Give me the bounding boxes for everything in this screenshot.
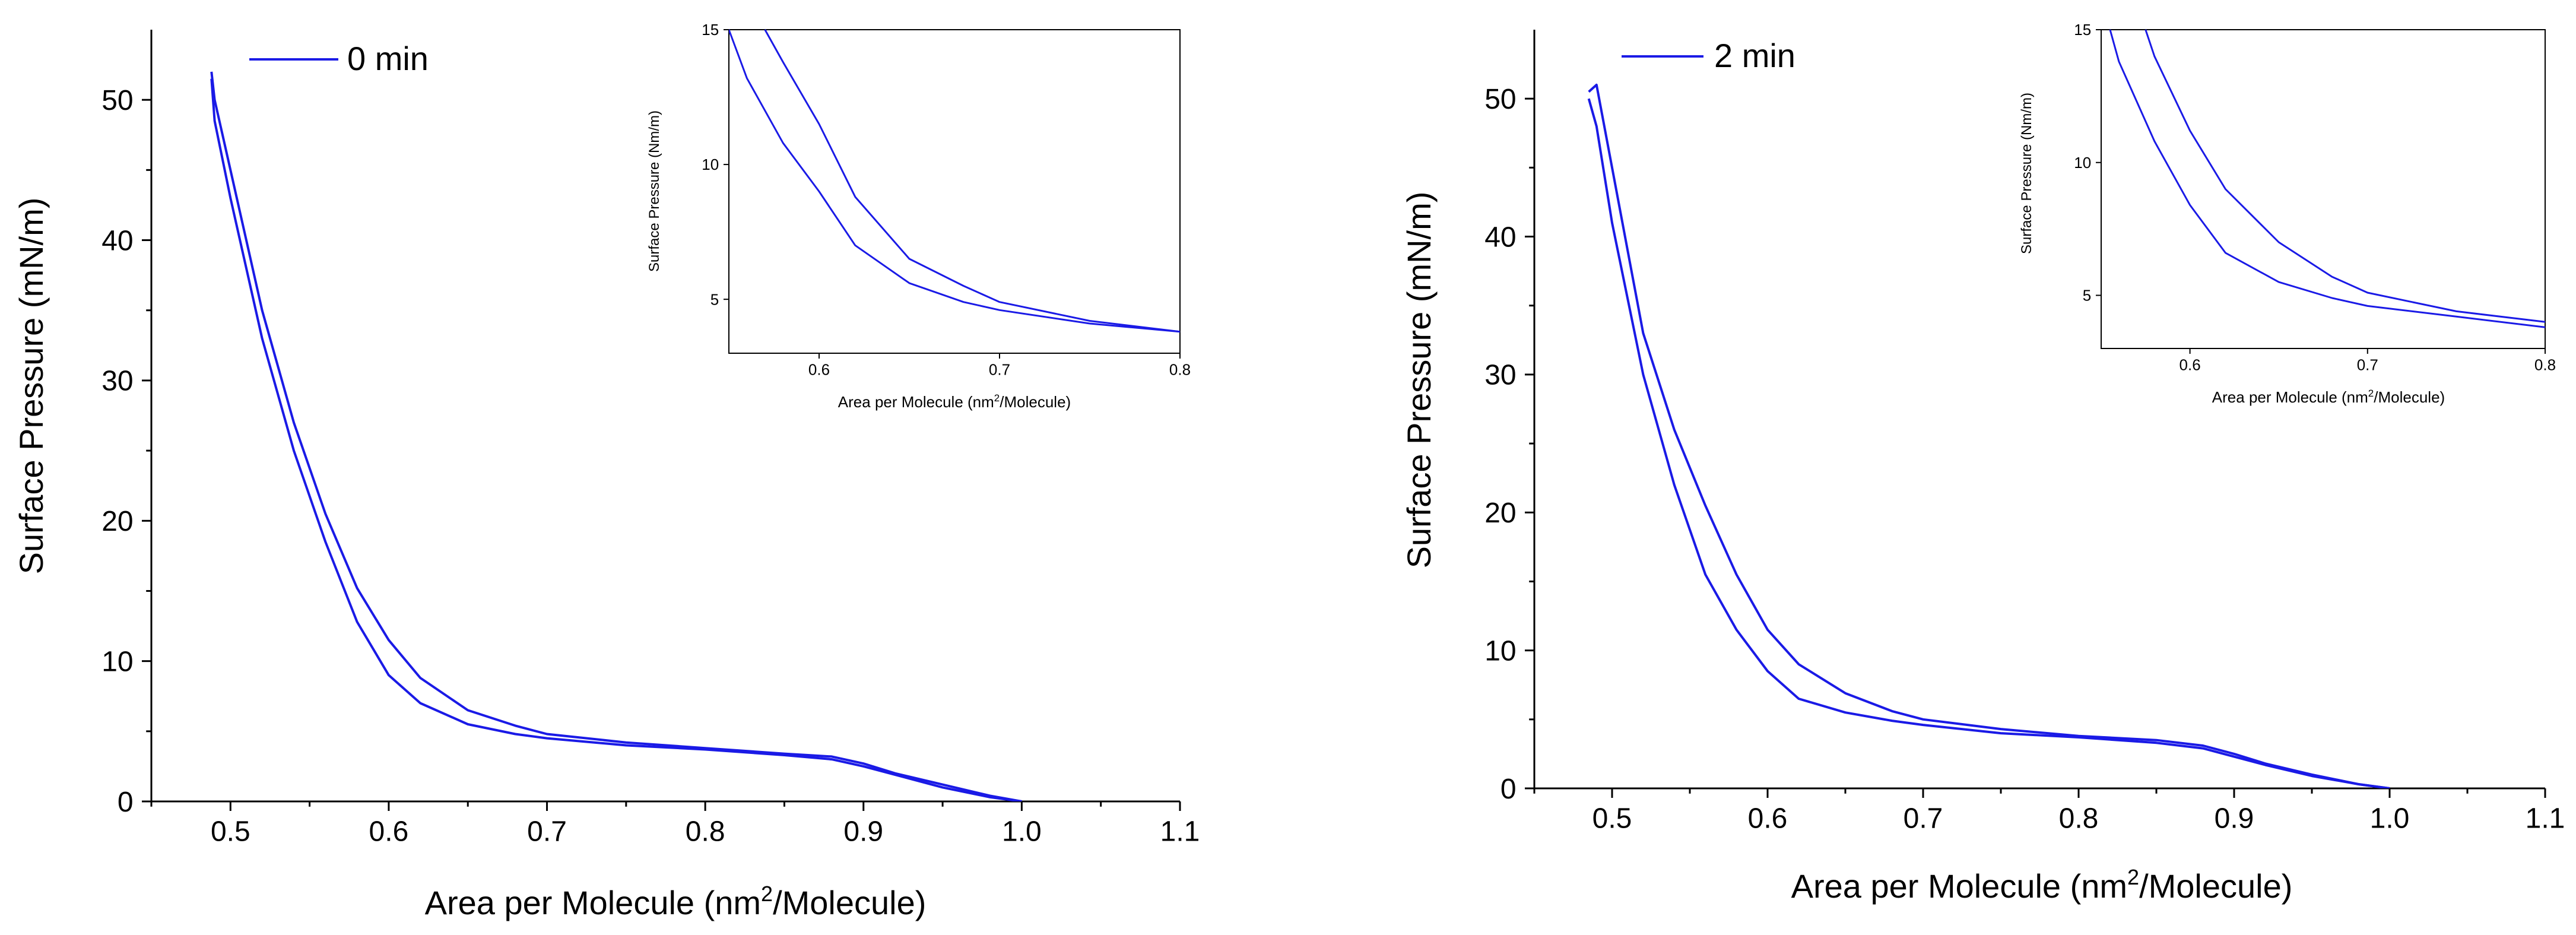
legend-label-b: 2 min xyxy=(1714,37,1795,74)
main-a-xtick-label: 0.7 xyxy=(527,816,567,847)
inset-b-xtick-label: 0.6 xyxy=(2180,356,2201,373)
inset-plot-b: 0.6 0.7 0.8 5 10 15 Area per Molecule (nm2/Mo… xyxy=(2019,21,2556,406)
main-b-xtick-label: 0.7 xyxy=(1904,803,1943,834)
main-a-ytick-label: 0 xyxy=(118,787,134,818)
inset-a-ytick-label: 15 xyxy=(702,21,719,39)
inset-a-series-line-1 xyxy=(764,29,1180,333)
main-a-ytick-label: 10 xyxy=(101,646,133,677)
main-a-ytick-label: 40 xyxy=(101,225,133,256)
main-axes-b xyxy=(1533,30,2545,790)
inset-axes-b xyxy=(2101,29,2546,349)
main-plot-b: 0.5 0.6 0.7 0.8 0.9 1.0 1.1 0 10 20 30 40 50 Area pe… xyxy=(1400,30,2565,905)
inset-a-xtick-label: 0.6 xyxy=(808,360,830,378)
main-b-xtick-label: 0.8 xyxy=(2059,803,2099,834)
inset-xlabel-b: Area per Molecule (nm2/Molecule) xyxy=(2212,388,2445,406)
inset-b-ytick-label: 5 xyxy=(2083,287,2091,305)
main-a-ytick-label: 20 xyxy=(101,506,133,537)
main-xlabel-b: Area per Molecule (nm2/Molecule) xyxy=(1791,865,2293,905)
inset-a-xtick-label: 0.8 xyxy=(1169,360,1191,378)
panel-b: 0.5 0.6 0.7 0.8 0.9 1.0 1.1 0 10 20 30 40 50 Area pe… xyxy=(1400,21,2565,905)
main-axes-a xyxy=(150,30,1180,803)
inset-b-xtick-label: 0.8 xyxy=(2534,356,2556,373)
inset-b-frame xyxy=(2101,29,2546,349)
main-ylabel-a: Surface Pressure (mN/m) xyxy=(12,198,50,575)
main-b-xtick-label: 1.1 xyxy=(2526,803,2565,834)
inset-axes-a xyxy=(728,29,1181,354)
main-series-b xyxy=(1587,83,2390,788)
main-a-series-line-2 xyxy=(210,78,1022,801)
inset-series-b xyxy=(2109,29,2545,328)
main-b-ytick-label: 20 xyxy=(1484,497,1516,529)
inset-ticks-a: 0.6 0.7 0.8 5 10 15 xyxy=(702,21,1191,378)
inset-b-ytick-label: 10 xyxy=(2074,154,2091,172)
inset-ylabel-a: Surface Pressure (Nm/m) xyxy=(646,110,662,272)
main-a-ytick-label: 50 xyxy=(101,85,133,116)
main-b-ytick-label: 40 xyxy=(1484,221,1516,253)
main-b-series-line-1 xyxy=(1588,83,2390,788)
main-xlabel-a: Area per Molecule (nm2/Molecule) xyxy=(425,882,927,921)
inset-b-ytick-label: 15 xyxy=(2074,21,2091,39)
inset-b-xtick-label: 0.7 xyxy=(2357,356,2378,373)
inset-a-xtick-label: 0.7 xyxy=(989,360,1010,378)
main-b-ytick-label: 30 xyxy=(1484,360,1516,391)
main-ticks-a: 0.5 0.6 0.7 0.8 0.9 1.0 1.1 0 10 20 30 40 50 xyxy=(101,85,1200,847)
legend-a: 0 min xyxy=(249,40,429,77)
main-b-xtick-label: 0.5 xyxy=(1592,803,1632,834)
main-ticks-b: 0.5 0.6 0.7 0.8 0.9 1.0 1.1 0 10 20 30 40 50 xyxy=(1484,84,2565,834)
panel-a: 0.5 0.6 0.7 0.8 0.9 1.0 1.1 0 10 20 30 40 50 Area pe… xyxy=(12,21,1200,921)
main-b-ytick-label: 0 xyxy=(1500,774,1517,805)
inset-plot-a: 0.6 0.7 0.8 5 10 15 Area per Molecule (nm2/Mo… xyxy=(646,21,1191,411)
inset-ylabel-b: Surface Pressure (Nm/m) xyxy=(2019,93,2035,254)
inset-xlabel-a: Area per Molecule (nm2/Molecule) xyxy=(838,392,1071,411)
main-b-xtick-label: 0.9 xyxy=(2215,803,2254,834)
inset-a-frame xyxy=(728,29,1181,354)
inset-a-series-line-2 xyxy=(729,29,1180,333)
main-a-xtick-label: 0.9 xyxy=(843,816,883,847)
main-b-xtick-label: 0.6 xyxy=(1748,803,1788,834)
main-a-xtick-label: 0.5 xyxy=(211,816,250,847)
main-a-xtick-label: 1.0 xyxy=(1002,816,1042,847)
inset-ticks-b: 0.6 0.7 0.8 5 10 15 xyxy=(2074,21,2556,373)
main-b-ytick-label: 50 xyxy=(1484,84,1516,115)
main-a-series-line-1 xyxy=(210,71,1022,801)
main-a-xtick-label: 0.8 xyxy=(686,816,725,847)
main-a-ytick-label: 30 xyxy=(101,366,133,397)
main-series-a xyxy=(210,71,1022,801)
legend-label-a: 0 min xyxy=(347,40,429,77)
legend-b: 2 min xyxy=(1622,37,1795,74)
main-a-xtick-label: 0.6 xyxy=(369,816,409,847)
main-b-ytick-label: 10 xyxy=(1484,635,1516,667)
main-a-xtick-label: 1.1 xyxy=(1160,816,1200,847)
inset-b-series-line-2 xyxy=(2109,29,2545,328)
main-ylabel-b: Surface Pressure (mN/m) xyxy=(1400,192,1438,569)
inset-b-series-line-1 xyxy=(2144,29,2545,323)
inset-a-ytick-label: 10 xyxy=(702,156,719,173)
main-b-series-line-2 xyxy=(1587,98,2390,788)
inset-a-ytick-label: 5 xyxy=(710,290,719,308)
inset-series-a xyxy=(729,29,1180,333)
main-b-xtick-label: 1.0 xyxy=(2370,803,2410,834)
